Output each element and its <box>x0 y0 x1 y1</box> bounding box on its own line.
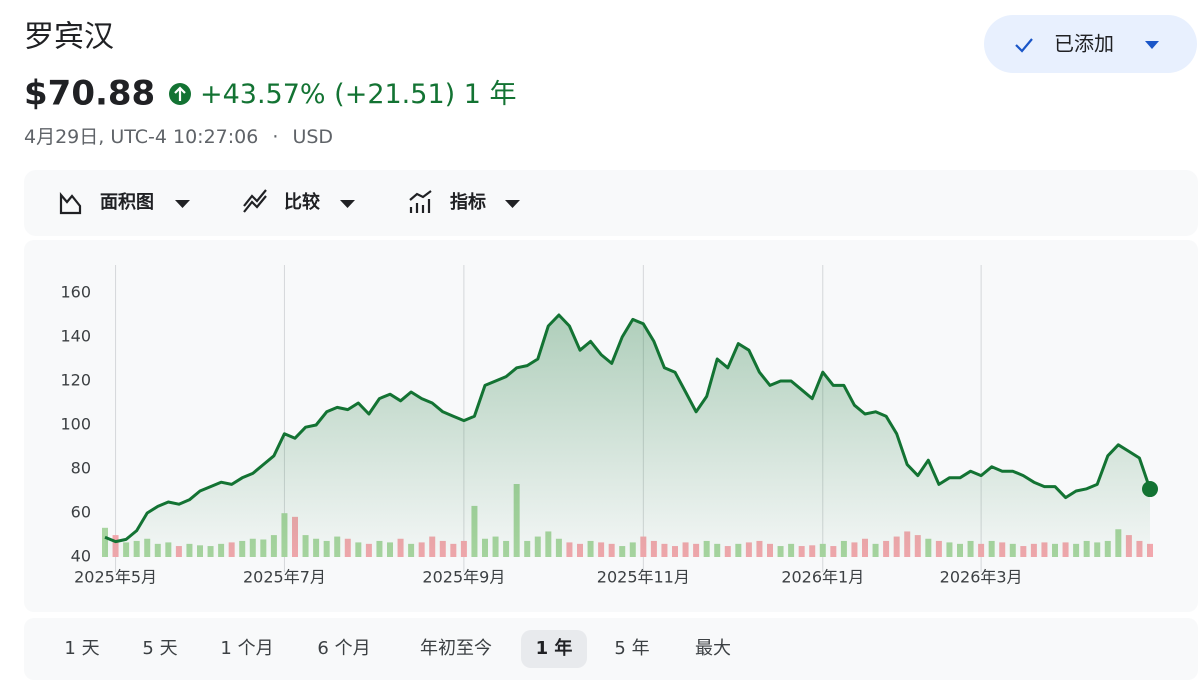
change-percent: +43.57% <box>200 79 326 110</box>
price-line <box>104 313 1152 544</box>
currency: USD <box>292 126 333 148</box>
dropdown-arrow <box>1145 41 1159 49</box>
y-tick-label: 120 <box>60 370 91 389</box>
range-button[interactable]: 1 天 <box>64 638 99 659</box>
chart: 40 60 80 100 120 140 160 2025年5月 2025年7月 2025年9月 2… <box>60 265 1158 587</box>
period: 1 年 <box>464 79 517 110</box>
meta: 4月29日, UTC-4 10:27:06 · USD <box>24 126 333 148</box>
x-tick-label: 2026年1月 <box>781 568 864 587</box>
range-button[interactable]: 6 个月 <box>317 638 370 659</box>
toolbar-icons <box>59 189 520 215</box>
y-tick-label: 100 <box>60 414 91 433</box>
y-tick-label: 60 <box>71 502 91 521</box>
x-tick-label: 2026年3月 <box>940 568 1023 587</box>
up-icon <box>169 83 191 105</box>
x-tick-label: 2025年11月 <box>597 568 690 587</box>
toolbar-bg <box>24 170 1198 236</box>
toolbar-button[interactable]: 指标 <box>450 191 486 213</box>
x-tick-label: 2025年9月 <box>422 568 505 587</box>
change-value: (+21.51) <box>334 79 455 110</box>
y-tick-label: 80 <box>71 458 91 477</box>
last-point <box>1142 481 1158 498</box>
range-button[interactable]: 最大 <box>695 638 731 659</box>
x-tick-label: 2025年5月 <box>74 568 157 587</box>
y-tick-label: 160 <box>60 282 91 301</box>
price: $70.88 <box>24 74 155 114</box>
range-button[interactable]: 5 天 <box>142 638 177 659</box>
range-button[interactable]: 5 年 <box>614 638 649 659</box>
toolbar-button[interactable]: 比较 <box>284 191 320 213</box>
toolbar-button[interactable]: 面积图 <box>100 192 154 213</box>
follow-button[interactable]: 已添加 <box>984 15 1197 73</box>
y-tick-label: 140 <box>60 326 91 345</box>
x-tick-label: 2025年7月 <box>243 568 326 587</box>
check-icon <box>1015 38 1033 53</box>
selected-range-bg <box>521 630 587 668</box>
separator: · <box>272 126 278 148</box>
ranges-bg <box>24 618 1198 680</box>
area-fill <box>105 315 1150 557</box>
stock-name: 罗宾汉 <box>24 20 114 55</box>
button-bg <box>984 15 1197 73</box>
range-button[interactable]: 1 个月 <box>220 638 273 659</box>
y-tick-label: 40 <box>71 547 91 566</box>
button-label: 已添加 <box>1054 32 1114 56</box>
range-button[interactable]: 年初至今 <box>420 638 492 659</box>
range-button[interactable]: 1 年 <box>536 637 573 659</box>
timestamp: 4月29日, UTC-4 10:27:06 <box>24 126 258 148</box>
change: +43.57% (+21.51) 1 年 <box>200 79 517 110</box>
